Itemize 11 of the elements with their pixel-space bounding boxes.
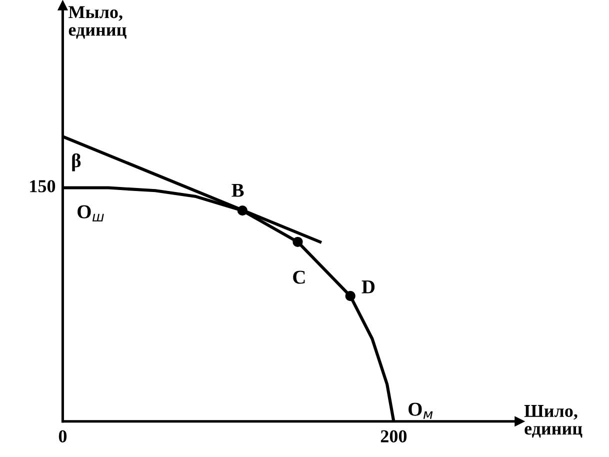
annotation: B <box>232 184 244 197</box>
annotation: D <box>362 280 375 294</box>
annotation: β <box>72 153 81 172</box>
annotation: O$_{м}$ <box>408 402 433 419</box>
annotation: 150 <box>30 180 56 192</box>
x-tick-label: 0 <box>58 430 67 442</box>
x-axis-title: Шило, единиц <box>524 405 582 438</box>
x-tick-label: 200 <box>380 430 407 442</box>
annotation: O$_{ш}$ <box>78 205 104 222</box>
text: Мыло, единиц <box>68 6 126 39</box>
annotation: C <box>293 270 305 284</box>
